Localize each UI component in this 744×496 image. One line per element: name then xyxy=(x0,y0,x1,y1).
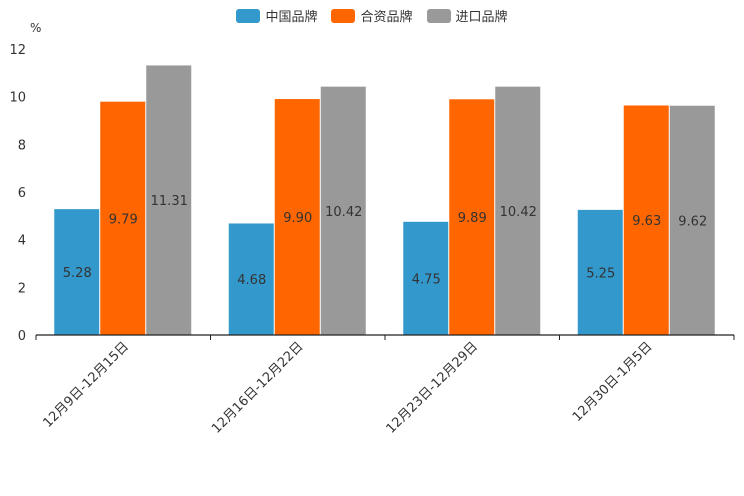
bar-s2-c3 xyxy=(669,105,715,336)
y-axis-unit: % xyxy=(30,21,42,35)
bar-s1-c0 xyxy=(100,101,146,336)
legend-swatch-joint-venture-brand xyxy=(331,8,356,23)
y-tick-label-4: 8 xyxy=(18,138,26,153)
y-tick-label-0: 0 xyxy=(18,329,26,344)
bar-s2-c2 xyxy=(495,86,541,335)
bar-value-label-s2-c0: 11.31 xyxy=(151,194,188,209)
bar-s2-c1 xyxy=(320,86,366,335)
bar-s1-c3 xyxy=(623,105,669,335)
bar-value-label-s2-c3: 9.62 xyxy=(678,214,707,229)
bar-s0-c2 xyxy=(403,221,449,335)
bar-value-label-s1-c1: 9.90 xyxy=(283,211,312,226)
bar-value-label-s1-c3: 9.63 xyxy=(632,214,661,229)
bar-value-label-s1-c0: 9.79 xyxy=(109,212,138,227)
y-tick-label-5: 10 xyxy=(9,91,26,106)
bar-s2-c0 xyxy=(146,65,192,335)
legend-item-joint-venture-brand[interactable]: 合资品牌 xyxy=(331,6,413,25)
legend-item-china-brand[interactable]: 中国品牌 xyxy=(236,6,317,25)
y-tick-label-2: 4 xyxy=(18,234,26,249)
x-category-label-1: 12月16日-12月22日 xyxy=(209,339,306,436)
y-tick-label-1: 2 xyxy=(18,281,26,296)
bar-value-label-s0-c0: 5.28 xyxy=(63,266,92,281)
bar-s0-c1 xyxy=(228,223,274,335)
x-category-label-0: 12月9日-12月15日 xyxy=(40,339,132,431)
x-category-label-3: 12月30日-1月5日 xyxy=(570,339,656,425)
y-tick-label-3: 6 xyxy=(18,186,26,201)
bar-value-label-s0-c3: 5.25 xyxy=(586,266,615,281)
legend-swatch-china-brand xyxy=(236,8,261,23)
legend-item-imported-brand[interactable]: 进口品牌 xyxy=(426,6,508,25)
bar-value-label-s0-c1: 4.68 xyxy=(237,273,266,288)
bar-s0-c0 xyxy=(54,209,100,335)
bar-s1-c2 xyxy=(449,99,495,335)
bar-value-label-s0-c2: 4.75 xyxy=(412,272,441,287)
legend-label-imported-brand: 进口品牌 xyxy=(455,10,508,25)
legend: 中国品牌 合资品牌 进口品牌 xyxy=(0,6,744,25)
legend-label-joint-venture-brand: 合资品牌 xyxy=(360,10,413,25)
bar-value-label-s2-c2: 10.42 xyxy=(500,205,537,220)
bar-s0-c3 xyxy=(577,209,623,335)
x-category-label-2: 12月23日-12月29日 xyxy=(384,339,481,436)
bar-value-label-s1-c2: 9.89 xyxy=(458,211,487,226)
bar-s1-c1 xyxy=(274,99,320,335)
legend-label-china-brand: 中国品牌 xyxy=(265,10,318,25)
bar-value-label-s2-c1: 10.42 xyxy=(325,205,362,220)
y-tick-label-6: 12 xyxy=(9,43,26,58)
legend-swatch-imported-brand xyxy=(426,8,451,23)
